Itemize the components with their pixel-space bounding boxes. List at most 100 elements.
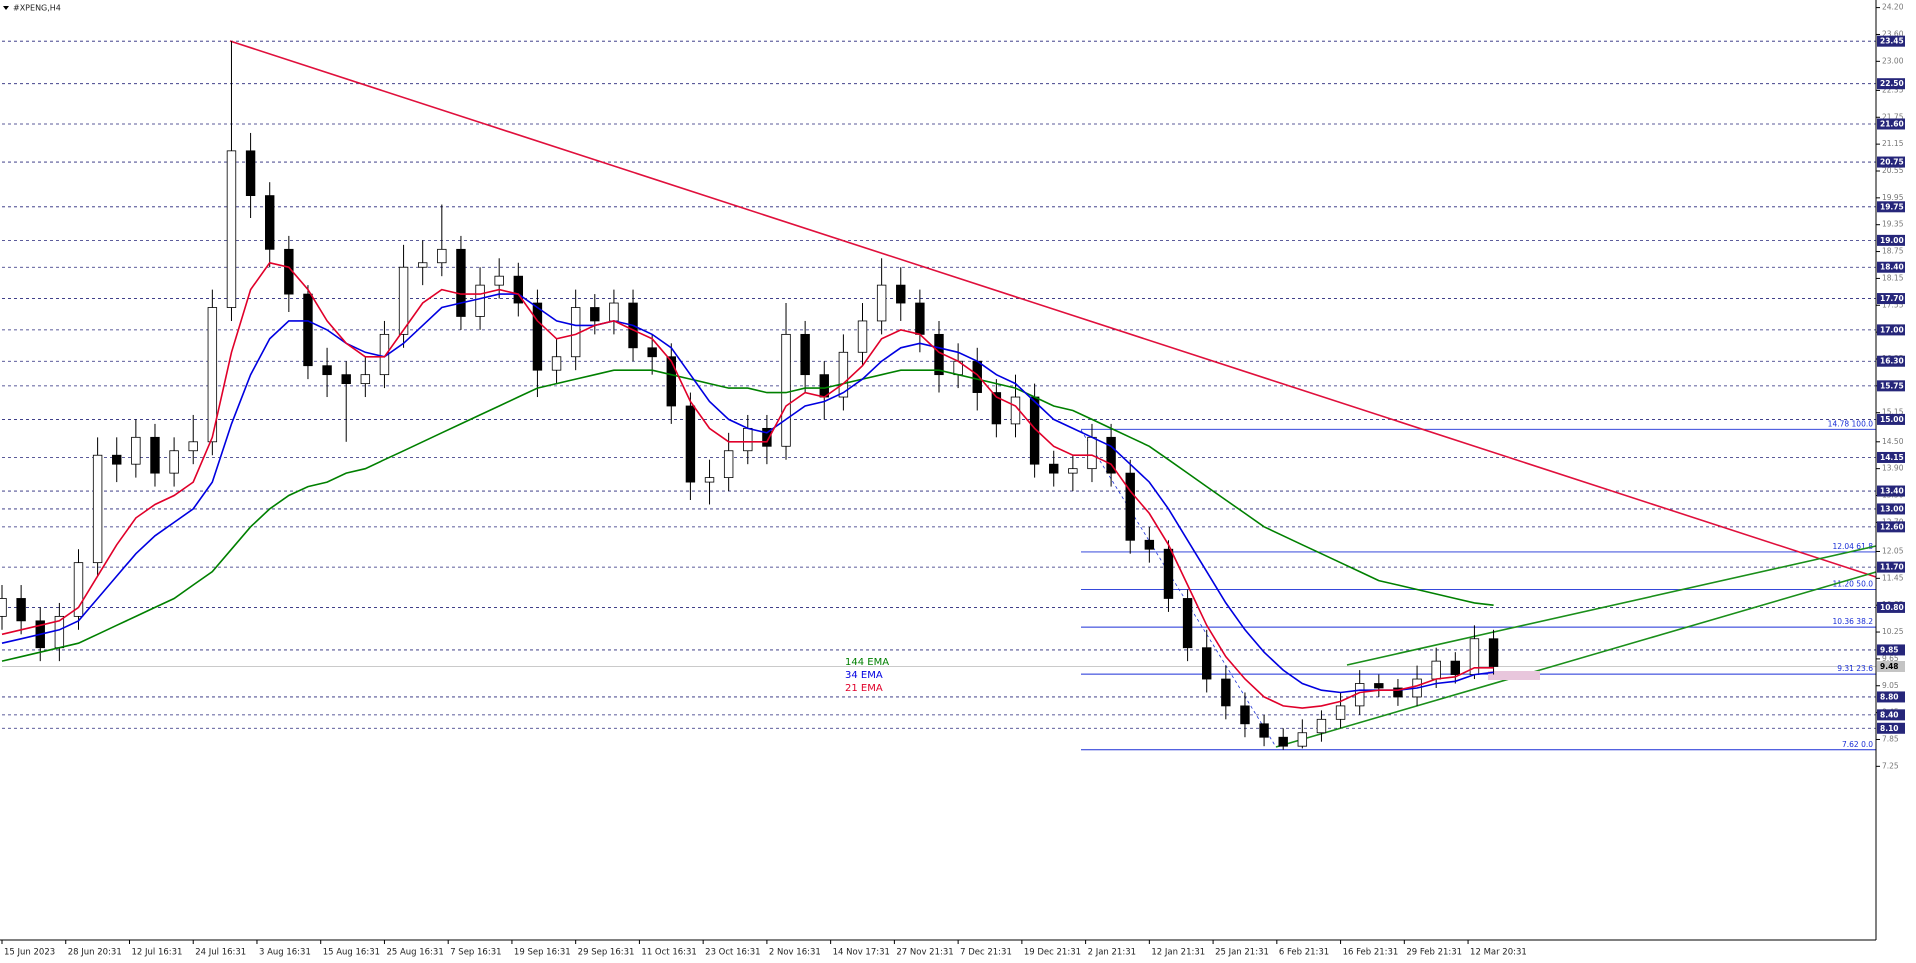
level-label: 17.00 bbox=[1880, 325, 1904, 334]
level-label: 15.75 bbox=[1880, 381, 1904, 390]
candle-body bbox=[704, 477, 715, 483]
level-box bbox=[1877, 691, 1905, 703]
ema-line bbox=[1, 293, 1494, 694]
candle-body bbox=[991, 392, 1002, 425]
candle-body bbox=[1087, 436, 1097, 470]
level-label: 13.00 bbox=[1880, 504, 1904, 513]
candle-body bbox=[92, 454, 103, 564]
candle-body bbox=[1068, 468, 1078, 474]
level-box bbox=[1877, 156, 1905, 168]
candle-body bbox=[800, 333, 810, 376]
y-tick-label: 15.15 bbox=[1882, 408, 1904, 417]
level-label: 12.60 bbox=[1880, 522, 1904, 531]
candle-body bbox=[1335, 705, 1346, 720]
y-tick-label: 19.35 bbox=[1882, 220, 1904, 229]
x-tick-label: 19 Sep 16:31 bbox=[514, 948, 571, 958]
y-tick-label: 14.50 bbox=[1882, 437, 1904, 446]
candle-body bbox=[1431, 660, 1441, 680]
fibo-baseline bbox=[1080, 429, 1277, 748]
y-tick-label: 9.65 bbox=[1882, 654, 1899, 663]
level-box bbox=[1877, 293, 1905, 305]
x-tick-label: 2 Nov 16:31 bbox=[769, 948, 821, 958]
x-tick-label: 15 Jun 2023 bbox=[4, 948, 55, 958]
y-tick-label: 13.90 bbox=[1882, 464, 1904, 473]
candle-body bbox=[437, 248, 447, 264]
candle-body bbox=[131, 436, 141, 465]
level-label: 15.00 bbox=[1880, 415, 1904, 424]
fibo-label: 14.78 100.0 bbox=[1828, 419, 1874, 428]
candle-body bbox=[838, 351, 849, 398]
x-tick-label: 11 Oct 16:31 bbox=[641, 948, 696, 958]
y-tick-label: 12.05 bbox=[1882, 546, 1904, 555]
candle-body bbox=[532, 302, 543, 371]
candle-body bbox=[666, 356, 676, 407]
candle-body bbox=[857, 320, 868, 353]
level-label: 21.60 bbox=[1880, 119, 1904, 128]
x-tick-label: 24 Jul 16:31 bbox=[195, 948, 246, 958]
drawings bbox=[229, 40, 1877, 748]
fibo-label: 7.62 0.0 bbox=[1842, 740, 1873, 749]
level-label: 16.30 bbox=[1880, 357, 1904, 366]
ema-line bbox=[1, 369, 1494, 662]
x-tick-label: 28 Jun 20:31 bbox=[68, 948, 122, 958]
x-tick-label: 14 Nov 17:31 bbox=[833, 948, 890, 958]
candle-body bbox=[781, 333, 791, 447]
level-box bbox=[1877, 261, 1905, 273]
legend-entry: 144 EMA bbox=[845, 657, 889, 668]
level-label: 11.70 bbox=[1880, 563, 1904, 572]
trend-line bbox=[229, 40, 1877, 578]
level-label: 17.70 bbox=[1880, 294, 1904, 303]
candle-body bbox=[647, 347, 657, 358]
last-price-label: 9.48 bbox=[1880, 662, 1899, 671]
candle-body bbox=[303, 293, 313, 367]
y-tick-label: 21.15 bbox=[1882, 139, 1904, 148]
candle-body bbox=[513, 275, 524, 304]
level-box bbox=[1877, 380, 1905, 392]
candle-body bbox=[456, 248, 466, 317]
marks-layer: 144 EMA 34 EMA 21 EMA bbox=[0, 41, 1499, 750]
candle-body bbox=[1488, 638, 1499, 667]
candle-body bbox=[1125, 472, 1135, 541]
menu-arrow bbox=[3, 6, 9, 10]
candle-body bbox=[475, 284, 485, 317]
candle-body bbox=[1278, 736, 1288, 747]
x-tick-label: 7 Sep 16:31 bbox=[450, 948, 501, 958]
x-tick-label: 29 Sep 16:31 bbox=[578, 948, 635, 958]
level-box bbox=[1877, 601, 1905, 613]
channel-line bbox=[1346, 545, 1877, 666]
x-tick-label: 29 Feb 21:31 bbox=[1406, 948, 1462, 958]
level-label: 22.50 bbox=[1880, 79, 1904, 88]
candle-body bbox=[1106, 436, 1116, 474]
grid-layer: 14.78 100.0 12.04 61.8 11.20 50.0 10.36 38.… bbox=[2, 40, 1876, 751]
level-label: 8.10 bbox=[1880, 724, 1899, 733]
candle-body bbox=[1163, 548, 1174, 599]
candle-body bbox=[398, 266, 409, 335]
legend-entry: 34 EMA bbox=[845, 670, 883, 681]
candle-body bbox=[609, 302, 619, 322]
candle-body bbox=[551, 356, 562, 371]
candle-body bbox=[762, 427, 772, 447]
level-label: 23.45 bbox=[1880, 37, 1904, 46]
level-box bbox=[1877, 722, 1905, 734]
candle-body bbox=[1221, 678, 1231, 707]
level-label: 13.40 bbox=[1880, 487, 1904, 496]
legend-entry: 21 EMA bbox=[845, 683, 883, 694]
candle-body bbox=[1450, 660, 1461, 675]
candle-body bbox=[896, 284, 906, 304]
level-box bbox=[1877, 413, 1905, 425]
candle-body bbox=[245, 150, 256, 197]
x-tick-label: 23 Oct 16:31 bbox=[705, 948, 760, 958]
level-label: 19.00 bbox=[1880, 236, 1904, 245]
y-tick-label: 18.75 bbox=[1882, 247, 1904, 256]
level-box bbox=[1877, 561, 1905, 573]
level-label: 18.40 bbox=[1880, 263, 1904, 272]
x-tick-label: 7 Dec 21:31 bbox=[960, 948, 1012, 958]
level-box bbox=[1877, 485, 1905, 497]
candle-body bbox=[16, 598, 26, 622]
level-box bbox=[1877, 451, 1905, 463]
candle-body bbox=[265, 195, 275, 250]
level-box bbox=[1877, 521, 1905, 533]
